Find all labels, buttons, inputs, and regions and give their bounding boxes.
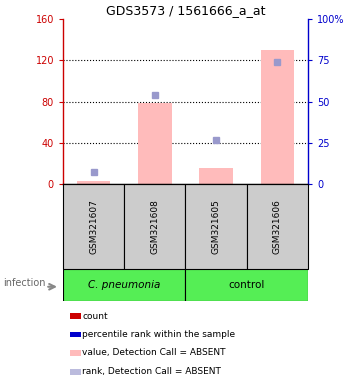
Bar [260, 50, 294, 184]
Text: GSM321607: GSM321607 [89, 199, 98, 254]
Bar [199, 168, 233, 184]
Text: GSM321608: GSM321608 [150, 199, 159, 254]
Text: GSM321605: GSM321605 [212, 199, 220, 254]
Text: control: control [229, 280, 265, 290]
Text: C. pneumonia: C. pneumonia [88, 280, 160, 290]
Bar [70, 313, 80, 319]
Bar [186, 184, 247, 269]
Title: GDS3573 / 1561666_a_at: GDS3573 / 1561666_a_at [106, 3, 265, 17]
Bar [63, 269, 186, 301]
Text: rank, Detection Call = ABSENT: rank, Detection Call = ABSENT [82, 367, 221, 376]
Bar [124, 184, 186, 269]
Text: infection: infection [3, 278, 46, 288]
Text: percentile rank within the sample: percentile rank within the sample [82, 330, 236, 339]
Bar [186, 269, 308, 301]
Bar [77, 181, 111, 184]
Bar [247, 184, 308, 269]
Bar [63, 184, 124, 269]
Bar [70, 350, 80, 356]
Bar [70, 331, 80, 338]
Bar [138, 103, 172, 184]
Bar [70, 369, 80, 374]
Text: count: count [82, 312, 108, 321]
Text: value, Detection Call = ABSENT: value, Detection Call = ABSENT [82, 348, 226, 357]
Text: GSM321606: GSM321606 [273, 199, 282, 254]
